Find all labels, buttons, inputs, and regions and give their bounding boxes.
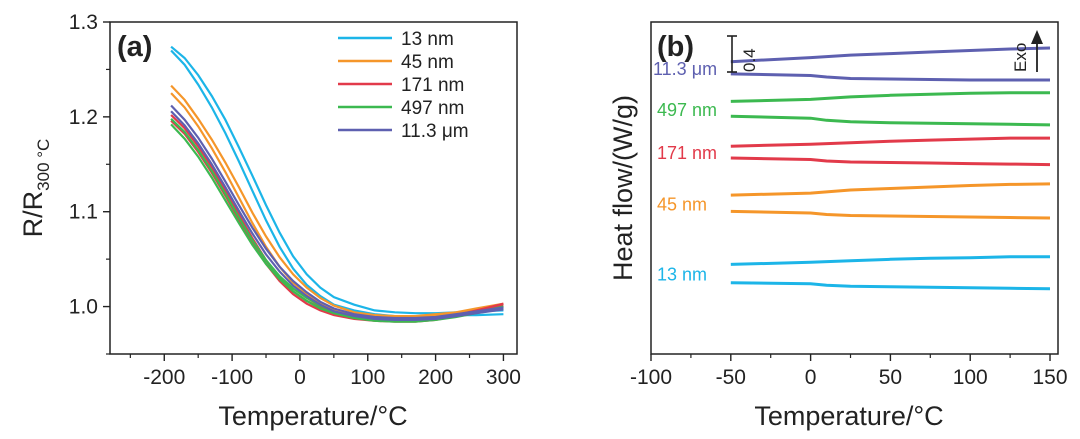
- trace-497-nm-lower-line: [730, 114, 1051, 127]
- panel-a-y-axis-title: R/R300 °C: [18, 139, 53, 238]
- exo-arrow-head-icon: [1031, 30, 1043, 44]
- legend-label-497-nm: 497 nm: [401, 98, 464, 119]
- panel-b-trace-labels: 11.3 μm 497 nm 171 nm 45 nm 13 nm: [653, 59, 717, 285]
- panel-b-x-ticks: -100 -50 0 50 100 150: [630, 354, 1068, 389]
- series-171-nm-cooling-line: [170, 119, 504, 323]
- trace-label-171-nm: 171 nm: [657, 143, 717, 163]
- exo-indicator: Exo: [1011, 30, 1043, 72]
- series-11-3-m-cooling-line: [170, 110, 504, 321]
- panel-a: -200 -100 0 100 200 300 1.0 1.1 1.2 1.3 (a) Temp…: [18, 11, 521, 431]
- panel-a-label: (a): [117, 31, 152, 63]
- trace-label-497-nm: 497 nm: [657, 100, 717, 120]
- panel-b-plot-area: [730, 46, 1051, 291]
- panel-a-x-ticks: -200 -100 0 100 200 300: [129, 354, 521, 389]
- legend-label-45-nm: 45 nm: [401, 52, 454, 73]
- panel-a-y-axis-title-sub: 300 °C: [34, 139, 53, 191]
- y-tick-label: 1.3: [69, 11, 98, 34]
- legend-label-171-nm: 171 nm: [401, 75, 464, 96]
- panel-a-y-ticks: 1.0 1.1 1.2 1.3: [69, 11, 110, 355]
- x-tick-label: 100: [350, 366, 385, 389]
- trace-497-nm-upper-line: [730, 91, 1050, 103]
- x-tick-label: 300: [486, 366, 521, 389]
- trace-11-3-m-lower-line: [730, 72, 1050, 82]
- x-tick-label: -50: [716, 366, 746, 389]
- series-45-nm-heating-line: [170, 84, 504, 318]
- x-tick-label: -100: [630, 366, 672, 389]
- panel-b-label: (b): [657, 31, 694, 63]
- trace-13-nm-lower-line: [730, 281, 1051, 291]
- panel-b-x-axis-title: Temperature/°C: [754, 401, 943, 431]
- series-13-nm-heating-line: [170, 45, 504, 315]
- trace-45-nm-upper-line: [730, 182, 1051, 197]
- panel-a-y-axis-title-main: R/R: [18, 191, 48, 238]
- scale-bar: 0.4: [727, 35, 759, 73]
- panel-b-y-axis-title: Heat flow/(W/g): [608, 95, 638, 281]
- trace-13-nm-upper-line: [730, 255, 1050, 266]
- panel-a-plot-area: [170, 45, 504, 323]
- x-tick-label: -200: [143, 366, 185, 389]
- x-tick-label: 50: [879, 366, 902, 389]
- panel-a-x-axis-title: Temperature/°C: [218, 401, 407, 431]
- trace-45-nm-lower-line: [730, 209, 1051, 220]
- trace-label-13-nm: 13 nm: [657, 265, 707, 285]
- series-497-nm-heating-line: [170, 118, 504, 322]
- legend-label-11-3-m: 11.3 μm: [401, 121, 469, 142]
- legend-label-13-nm: 13 nm: [401, 29, 454, 50]
- series-11-3-m-heating-line: [170, 104, 504, 320]
- trace-171-nm-lower-line: [730, 156, 1051, 167]
- trace-label-11-3-m: 11.3 μm: [653, 59, 717, 79]
- trace-11-3-m-upper-line: [730, 46, 1051, 64]
- series-171-nm-heating-line: [170, 114, 504, 322]
- scale-bar-label: 0.4: [740, 48, 759, 72]
- panel-b: -100 -50 0 50 100 150 (b) Temperature/°C Heat…: [608, 21, 1068, 431]
- y-tick-label: 1.2: [69, 106, 98, 129]
- x-tick-label: 0: [805, 366, 817, 389]
- x-tick-label: 150: [1032, 366, 1067, 389]
- y-tick-label: 1.0: [69, 296, 98, 319]
- panel-b-frame: [650, 21, 1059, 355]
- trace-171-nm-upper-line: [730, 136, 1050, 148]
- x-tick-label: 200: [418, 366, 453, 389]
- exo-label: Exo: [1011, 43, 1030, 72]
- trace-label-45-nm: 45 nm: [657, 194, 707, 214]
- x-tick-label: -100: [211, 366, 253, 389]
- x-tick-label: 100: [953, 366, 988, 389]
- x-tick-label: 0: [294, 366, 306, 389]
- panel-a-frame: [109, 21, 518, 355]
- y-tick-label: 1.1: [69, 201, 98, 224]
